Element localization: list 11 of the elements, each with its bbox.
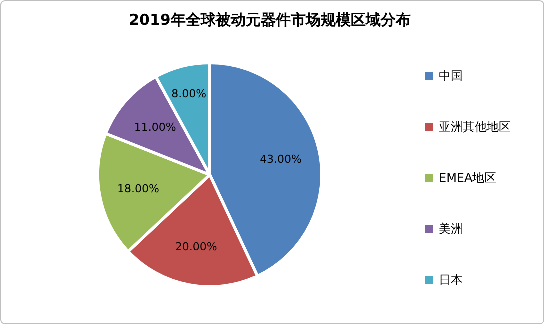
data-label: 8.00% (172, 88, 207, 101)
legend-label: 亚洲其他地区 (439, 120, 511, 134)
data-label: 43.00% (260, 153, 302, 166)
data-label: 20.00% (175, 240, 218, 254)
legend-label: 日本 (439, 273, 463, 287)
legend-label: 美洲 (439, 222, 463, 236)
chart-title: 2019年全球被动元器件市场规模区域分布 (129, 11, 411, 29)
legend-label: EMEA地区 (439, 171, 497, 185)
legend-label: 中国 (439, 69, 463, 83)
data-label: 18.00% (118, 182, 160, 196)
data-label: 11.00% (134, 120, 176, 134)
